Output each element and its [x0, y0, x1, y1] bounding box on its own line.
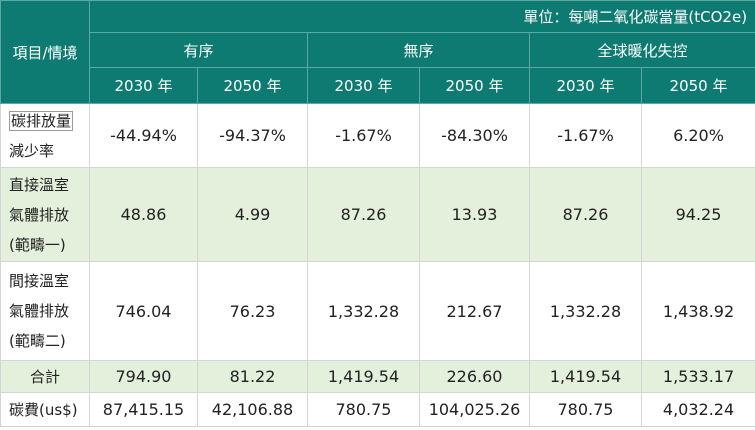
table-cell: 6.20% [640, 103, 755, 168]
table-cell: 1,419.54 [307, 360, 420, 393]
unit-header: 單位：每噸二氧化碳當量(tCO2e) [88, 0, 755, 33]
table-cell: 1,332.28 [529, 261, 642, 361]
table-cell: 746.04 [89, 261, 198, 361]
year-header: 2030 年 [89, 67, 198, 104]
row-label-line: 間接溫室 [9, 272, 70, 290]
year-header: 2050 年 [197, 67, 308, 104]
table-row: 直接溫室 氣體排放 (範疇一) 48.86 4.99 87.26 13.93 8… [0, 167, 755, 262]
table-cell: 48.86 [89, 167, 198, 262]
table-cell: 226.60 [419, 360, 530, 393]
scenario-header-orderly: 有序 [89, 32, 308, 68]
table-cell: 780.75 [307, 392, 420, 427]
row-label-line: 氣體排放 [9, 205, 70, 224]
row-label-reduction-rate: 碳排放量 減少率 [0, 103, 90, 168]
table-row: 間接溫室 氣體排放 (範疇二) 746.04 76.23 1,332.28 21… [0, 261, 755, 361]
table-row: 碳費(us$) 87,415.15 42,106.88 780.75 104,0… [0, 392, 755, 427]
row-label-carbon-fee: 碳費(us$) [0, 392, 90, 427]
row-label-line: (範疇一) [9, 235, 66, 254]
table-cell: 1,419.54 [529, 360, 642, 393]
row-label-line: 碳費(us$) [9, 400, 78, 419]
row-label-scope1: 直接溫室 氣體排放 (範疇一) [0, 167, 90, 262]
unit-label: 單位：每噸二氧化碳當量(tCO2e) [523, 8, 748, 26]
corner-label: 項目/情境 [12, 43, 78, 62]
row-label-line: 碳排放量 [9, 110, 74, 131]
corner-header: 項目/情境 [0, 0, 90, 104]
table-row: 合計 794.90 81.22 1,419.54 226.60 1,419.54… [0, 360, 755, 393]
table-cell: 780.75 [529, 392, 642, 427]
table-cell: -44.94% [89, 103, 198, 168]
table-cell: 794.90 [89, 360, 198, 393]
table-cell: 87,415.15 [89, 392, 198, 427]
table-cell: 42,106.88 [197, 392, 308, 427]
year-header: 2030 年 [529, 67, 642, 104]
row-label-line: (範疇二) [9, 332, 66, 350]
table-cell: 87.26 [307, 167, 420, 262]
scenario-label: 全球暖化失控 [597, 41, 688, 60]
scenario-header-hot-house: 全球暖化失控 [528, 32, 755, 68]
row-label-line: 合計 [29, 367, 60, 386]
table-cell: 94.25 [640, 167, 755, 262]
table-cell: 81.22 [197, 360, 308, 393]
row-label-scope2: 間接溫室 氣體排放 (範疇二) [0, 261, 90, 361]
table-cell: -94.37% [197, 103, 308, 168]
year-header: 2050 年 [640, 67, 755, 104]
table-cell: 1,438.92 [640, 261, 755, 361]
table-cell: 1,533.17 [640, 360, 755, 393]
scenario-header-disorderly: 無序 [307, 32, 530, 68]
scenario-label: 有序 [183, 41, 214, 60]
scenario-label: 無序 [403, 41, 434, 60]
row-label-line: 氣體排放 [9, 302, 70, 320]
row-label-total: 合計 [0, 360, 90, 393]
row-label-line: 直接溫室 [9, 175, 70, 194]
table-cell: 4.99 [197, 167, 308, 262]
table-cell: 87.26 [529, 167, 642, 262]
table-row: 碳排放量 減少率 -44.94% -94.37% -1.67% -84.30% … [0, 103, 755, 168]
table-cell: 76.23 [197, 261, 308, 361]
table-cell: -1.67% [307, 103, 420, 168]
year-header: 2030 年 [307, 67, 420, 104]
table-cell: -84.30% [419, 103, 530, 168]
table-cell: 212.67 [419, 261, 530, 361]
table-cell: -1.67% [529, 103, 642, 168]
table-cell: 104,025.26 [419, 392, 530, 427]
table-cell: 1,332.28 [307, 261, 420, 361]
table-cell: 13.93 [419, 167, 530, 262]
table-cell: 4,032.24 [640, 392, 755, 427]
year-header: 2050 年 [419, 67, 530, 104]
row-label-line: 減少率 [9, 141, 55, 160]
